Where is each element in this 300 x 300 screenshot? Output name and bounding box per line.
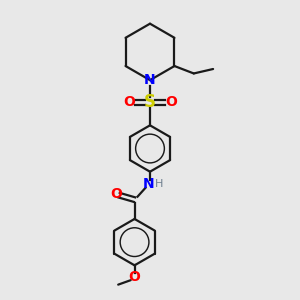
Text: H: H (155, 178, 163, 189)
Text: O: O (165, 95, 177, 110)
Text: S: S (144, 93, 156, 111)
Text: O: O (123, 95, 135, 110)
Text: O: O (110, 187, 122, 201)
Text: N: N (144, 73, 156, 87)
Text: O: O (129, 270, 140, 284)
Text: N: N (143, 177, 154, 191)
